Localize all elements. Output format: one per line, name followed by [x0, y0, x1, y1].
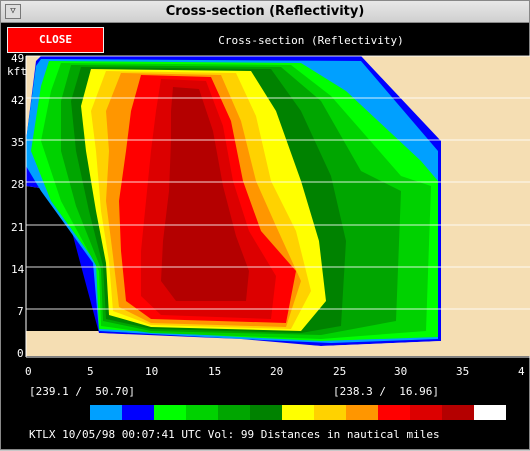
- x-tick-label: 4: [518, 365, 525, 378]
- legend-swatch: [474, 405, 506, 420]
- close-button[interactable]: CLOSE: [7, 27, 104, 53]
- blind-zone: [26, 186, 99, 331]
- legend-swatch: [186, 405, 218, 420]
- x-tick-label: 35: [456, 365, 470, 378]
- legend-swatch: [442, 405, 474, 420]
- x-tick-label: 30: [394, 365, 408, 378]
- plot-axes: [25, 56, 530, 358]
- window-title: Cross-section (Reflectivity): [165, 4, 365, 19]
- legend-swatch: [282, 405, 314, 420]
- x-tick-label: 5: [87, 365, 94, 378]
- chevron-down-icon: ▽: [10, 6, 16, 16]
- y-tick-label: 28: [11, 178, 25, 191]
- y-tick-label: 0: [17, 347, 24, 360]
- reflectivity-image: [26, 56, 530, 356]
- legend-swatch: [314, 405, 346, 420]
- title-bar[interactable]: ▽ Cross-section (Reflectivity): [1, 1, 529, 23]
- legend-swatch: [410, 405, 442, 420]
- y-tick-label: 21: [11, 221, 25, 234]
- x-tick-label: 15: [208, 365, 222, 378]
- x-tick-label: 0: [25, 365, 32, 378]
- legend-swatch: [346, 405, 378, 420]
- legend-swatch: [378, 405, 410, 420]
- y-tick-label: 49: [11, 52, 25, 65]
- legend-swatch: [154, 405, 186, 420]
- reflectivity-color-legend: [90, 405, 506, 420]
- right-endpoint-coords: [238.3 / 16.96]: [333, 385, 439, 398]
- x-tick-label: 20: [270, 365, 284, 378]
- left-endpoint-coords: [239.1 / 50.70]: [29, 385, 135, 398]
- y-tick-label: 35: [11, 136, 25, 149]
- legend-swatch: [122, 405, 154, 420]
- legend-swatch: [218, 405, 250, 420]
- legend-swatch: [90, 405, 122, 420]
- y-axis-unit: kft: [7, 65, 27, 78]
- x-tick-label: 10: [145, 365, 159, 378]
- plot-subtitle: Cross-section (Reflectivity): [218, 34, 404, 47]
- y-tick-label: 7: [17, 305, 24, 318]
- y-tick-label: 42: [11, 94, 25, 107]
- legend-swatch: [250, 405, 282, 420]
- y-tick-label: 14: [11, 263, 25, 276]
- plot-gridlines: [26, 55, 530, 310]
- ground-band: [26, 331, 441, 356]
- x-tick-label: 25: [333, 365, 347, 378]
- window-menu-button[interactable]: ▽: [5, 4, 21, 19]
- status-footer: KTLX 10/05/98 00:07:41 UTC Vol: 99 Dista…: [29, 428, 440, 441]
